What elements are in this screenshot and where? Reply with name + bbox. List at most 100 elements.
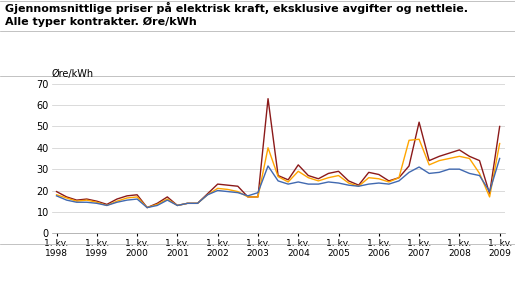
Tjenesteytende
næringer — [305, 176, 312, 179]
Industri, unntatt kraftintensiv
industri og treforedling — [74, 200, 80, 204]
Industri, unntatt kraftintensiv
industri og treforedling — [315, 182, 321, 186]
Industri, unntatt kraftintensiv
industri og treforedling — [225, 190, 231, 193]
Industri, unntatt kraftintensiv
industri og treforedling — [54, 194, 60, 198]
Tjenesteytende
næringer — [295, 170, 301, 173]
Tjenesteytende
næringer — [215, 187, 221, 190]
Tjenesteytende
næringer — [265, 146, 271, 150]
Industri, unntatt kraftintensiv
industri og treforedling — [406, 170, 412, 174]
Tjenesteytende
næringer — [74, 199, 80, 203]
Husholdninger — [195, 202, 201, 205]
Industri, unntatt kraftintensiv
industri og treforedling — [386, 182, 392, 186]
Tjenesteytende
næringer — [366, 176, 372, 179]
Husholdninger — [416, 120, 422, 124]
Husholdninger — [295, 163, 301, 167]
Tjenesteytende
næringer — [63, 196, 70, 200]
Tjenesteytende
næringer — [275, 175, 281, 179]
Industri, unntatt kraftintensiv
industri og treforedling — [285, 182, 291, 186]
Line: Tjenesteytende
næringer: Tjenesteytende næringer — [57, 139, 500, 208]
Tjenesteytende
næringer — [154, 203, 160, 206]
Husholdninger — [225, 183, 231, 187]
Tjenesteytende
næringer — [195, 202, 201, 205]
Tjenesteytende
næringer — [164, 197, 170, 201]
Industri, unntatt kraftintensiv
industri og treforedling — [446, 167, 452, 171]
Tjenesteytende
næringer — [285, 180, 291, 184]
Tjenesteytende
næringer — [245, 195, 251, 199]
Tjenesteytende
næringer — [94, 200, 100, 204]
Tjenesteytende
næringer — [456, 155, 462, 158]
Industri, unntatt kraftintensiv
industri og treforedling — [154, 204, 160, 207]
Husholdninger — [366, 170, 372, 174]
Husholdninger — [124, 194, 130, 198]
Industri, unntatt kraftintensiv
industri og treforedling — [467, 172, 473, 175]
Husholdninger — [346, 179, 352, 183]
Industri, unntatt kraftintensiv
industri og treforedling — [436, 170, 442, 174]
Industri, unntatt kraftintensiv
industri og treforedling — [275, 179, 281, 183]
Industri, unntatt kraftintensiv
industri og treforedling — [335, 181, 341, 185]
Husholdninger — [496, 125, 503, 128]
Industri, unntatt kraftintensiv
industri og treforedling — [174, 204, 180, 207]
Industri, unntatt kraftintensiv
industri og treforedling — [195, 202, 201, 205]
Line: Industri, unntatt kraftintensiv
industri og treforedling: Industri, unntatt kraftintensiv industri… — [57, 158, 500, 208]
Husholdninger — [467, 155, 473, 158]
Husholdninger — [476, 159, 483, 162]
Tjenesteytende
næringer — [225, 188, 231, 191]
Tjenesteytende
næringer — [355, 184, 362, 188]
Husholdninger — [265, 97, 271, 100]
Industri, unntatt kraftintensiv
industri og treforedling — [426, 172, 432, 175]
Industri, unntatt kraftintensiv
industri og treforedling — [305, 182, 312, 186]
Line: Husholdninger: Husholdninger — [57, 99, 500, 208]
Industri, unntatt kraftintensiv
industri og treforedling — [496, 157, 503, 160]
Husholdninger — [396, 176, 402, 179]
Husholdninger — [63, 195, 70, 199]
Tjenesteytende
næringer — [124, 196, 130, 200]
Tjenesteytende
næringer — [204, 193, 211, 196]
Tjenesteytende
næringer — [335, 174, 341, 177]
Industri, unntatt kraftintensiv
industri og treforedling — [114, 200, 120, 204]
Husholdninger — [94, 199, 100, 203]
Industri, unntatt kraftintensiv
industri og treforedling — [204, 193, 211, 196]
Tjenesteytende
næringer — [104, 204, 110, 207]
Tjenesteytende
næringer — [476, 172, 483, 175]
Husholdninger — [335, 170, 341, 173]
Industri, unntatt kraftintensiv
industri og treforedling — [124, 198, 130, 202]
Industri, unntatt kraftintensiv
industri og treforedling — [346, 183, 352, 187]
Husholdninger — [275, 174, 281, 177]
Industri, unntatt kraftintensiv
industri og treforedling — [325, 180, 332, 184]
Tjenesteytende
næringer — [83, 198, 90, 202]
Tjenesteytende
næringer — [426, 163, 432, 167]
Husholdninger — [154, 202, 160, 205]
Tjenesteytende
næringer — [184, 202, 191, 205]
Tjenesteytende
næringer — [376, 177, 382, 181]
Tjenesteytende
næringer — [144, 206, 150, 209]
Husholdninger — [174, 204, 180, 207]
Industri, unntatt kraftintensiv
industri og treforedling — [134, 197, 140, 201]
Industri, unntatt kraftintensiv
industri og treforedling — [235, 191, 241, 194]
Husholdninger — [305, 174, 312, 177]
Tjenesteytende
næringer — [235, 190, 241, 193]
Industri, unntatt kraftintensiv
industri og treforedling — [104, 204, 110, 207]
Tjenesteytende
næringer — [315, 179, 321, 183]
Husholdninger — [285, 178, 291, 181]
Husholdninger — [386, 179, 392, 183]
Industri, unntatt kraftintensiv
industri og treforedling — [184, 202, 191, 205]
Tjenesteytende
næringer — [346, 181, 352, 185]
Industri, unntatt kraftintensiv
industri og treforedling — [376, 181, 382, 185]
Husholdninger — [426, 159, 432, 162]
Husholdninger — [104, 203, 110, 206]
Husholdninger — [406, 164, 412, 168]
Text: Øre/kWh: Øre/kWh — [52, 69, 94, 79]
Industri, unntatt kraftintensiv
industri og treforedling — [355, 184, 362, 188]
Tjenesteytende
næringer — [436, 159, 442, 162]
Tjenesteytende
næringer — [386, 180, 392, 184]
Industri, unntatt kraftintensiv
industri og treforedling — [396, 179, 402, 183]
Husholdninger — [134, 193, 140, 196]
Husholdninger — [83, 197, 90, 201]
Husholdninger — [446, 151, 452, 155]
Husholdninger — [315, 177, 321, 181]
Tjenesteytende
næringer — [255, 195, 261, 199]
Husholdninger — [235, 184, 241, 188]
Text: Gjennomsnittlige priser på elektrisk kraft, eksklusive avgifter og nettleie.: Gjennomsnittlige priser på elektrisk kra… — [5, 1, 468, 13]
Husholdninger — [74, 198, 80, 202]
Industri, unntatt kraftintensiv
industri og treforedling — [255, 191, 261, 194]
Industri, unntatt kraftintensiv
industri og treforedling — [83, 200, 90, 204]
